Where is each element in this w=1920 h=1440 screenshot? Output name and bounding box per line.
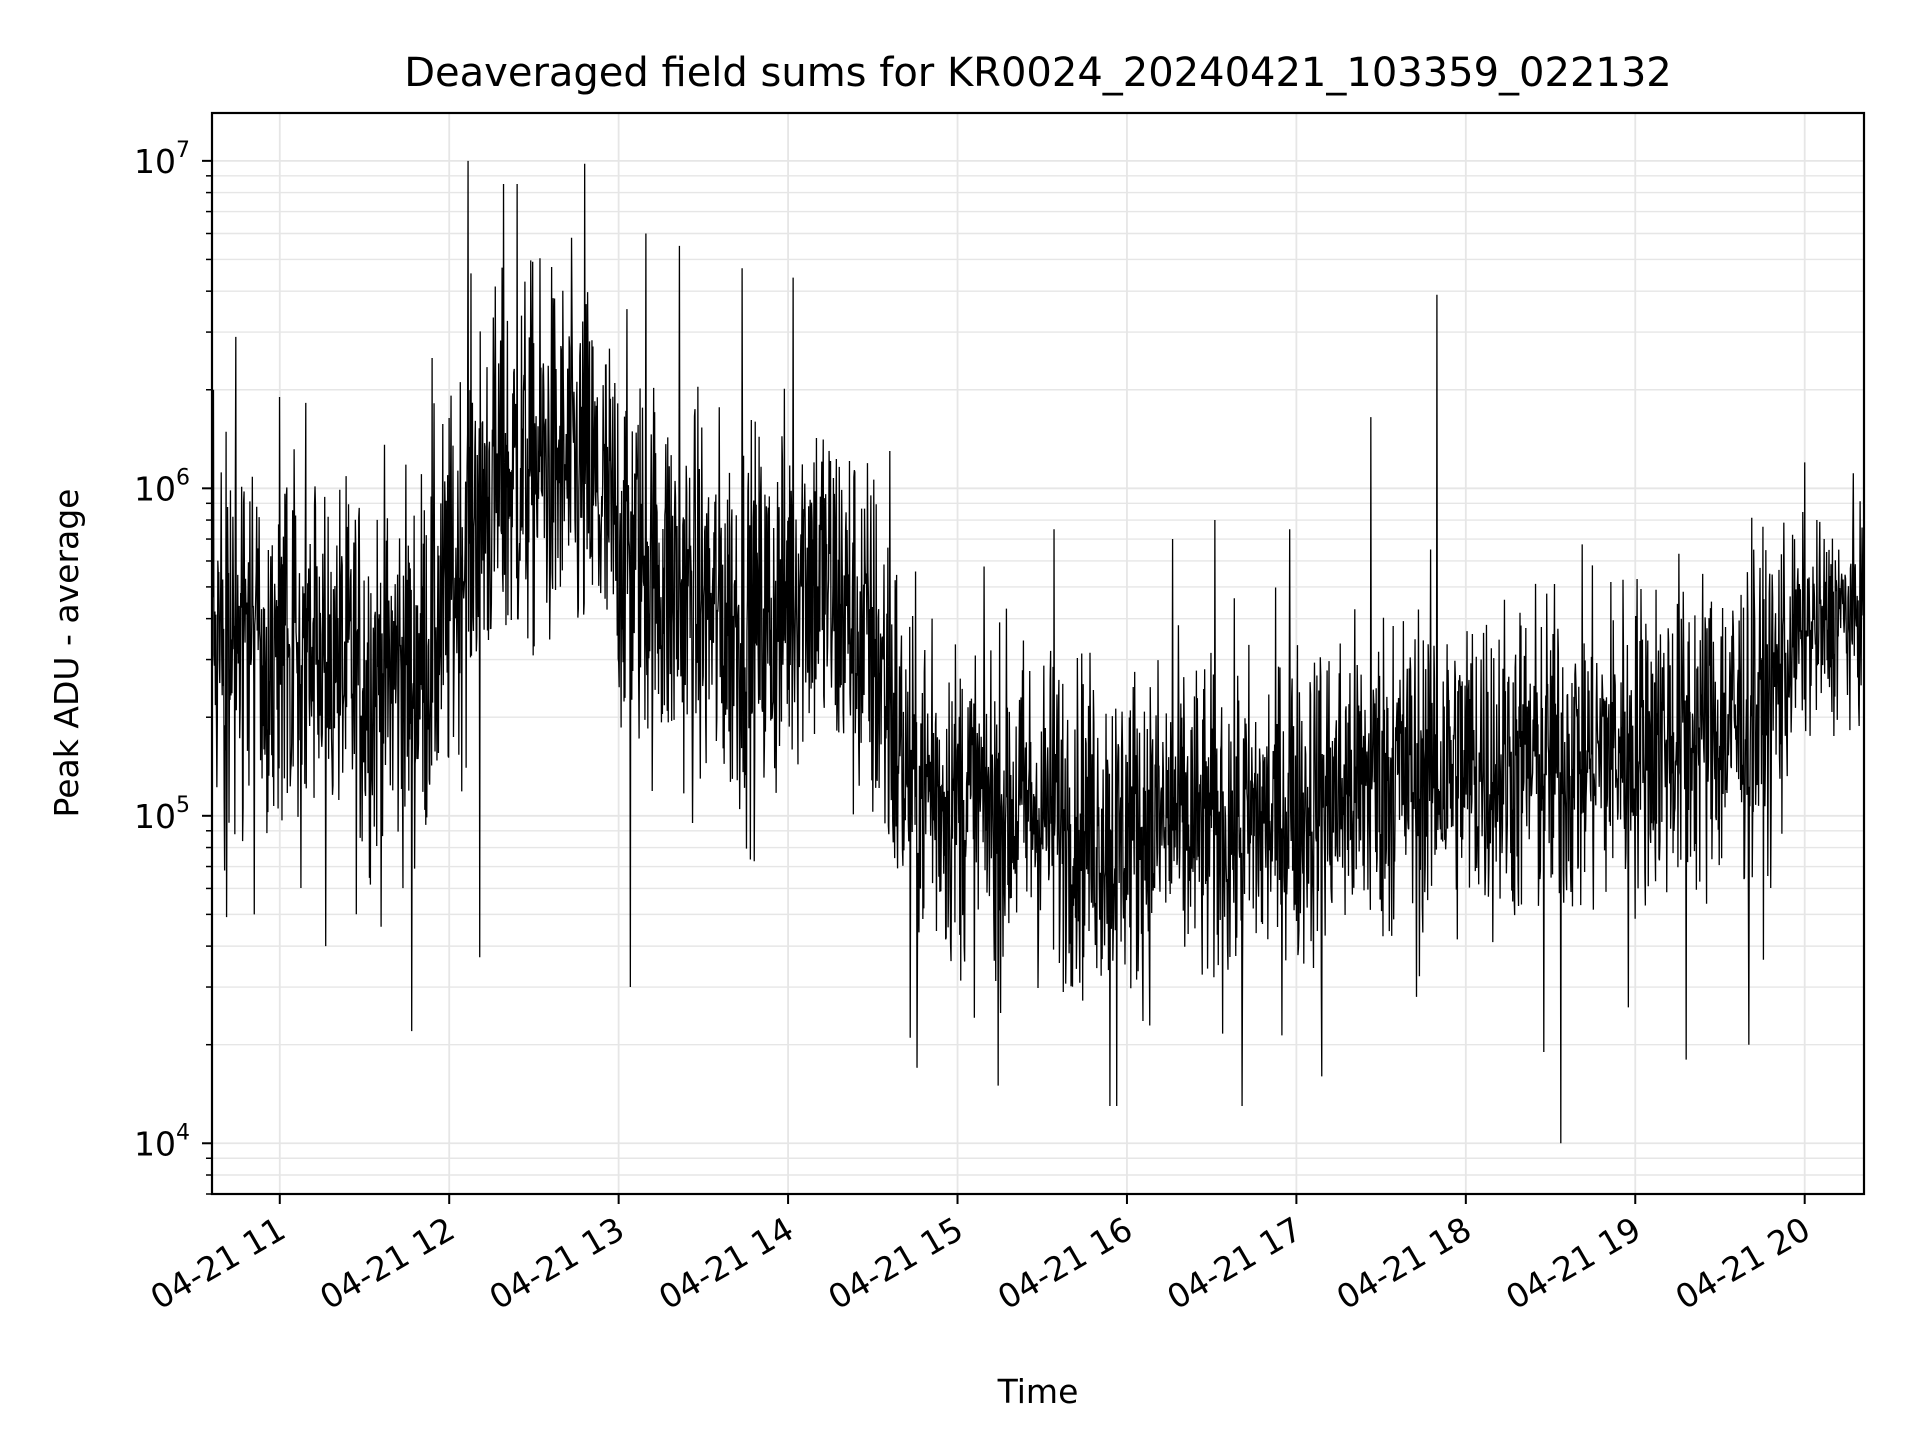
y-axis-label: Peak ADU - average xyxy=(47,489,86,818)
y-axis: 104 105 106 107 xyxy=(134,138,212,1195)
x-axis-label: Time xyxy=(997,1372,1079,1411)
y-tick-label: 106 xyxy=(134,465,190,508)
y-tick-label: 104 xyxy=(134,1120,190,1163)
y-tick-label: 105 xyxy=(134,793,190,836)
chart-title: Deaveraged field sums for KR0024_2024042… xyxy=(404,50,1672,96)
series-line xyxy=(212,160,1864,1144)
y-tick-label: 107 xyxy=(134,138,190,181)
plot-frame xyxy=(210,111,1866,1196)
